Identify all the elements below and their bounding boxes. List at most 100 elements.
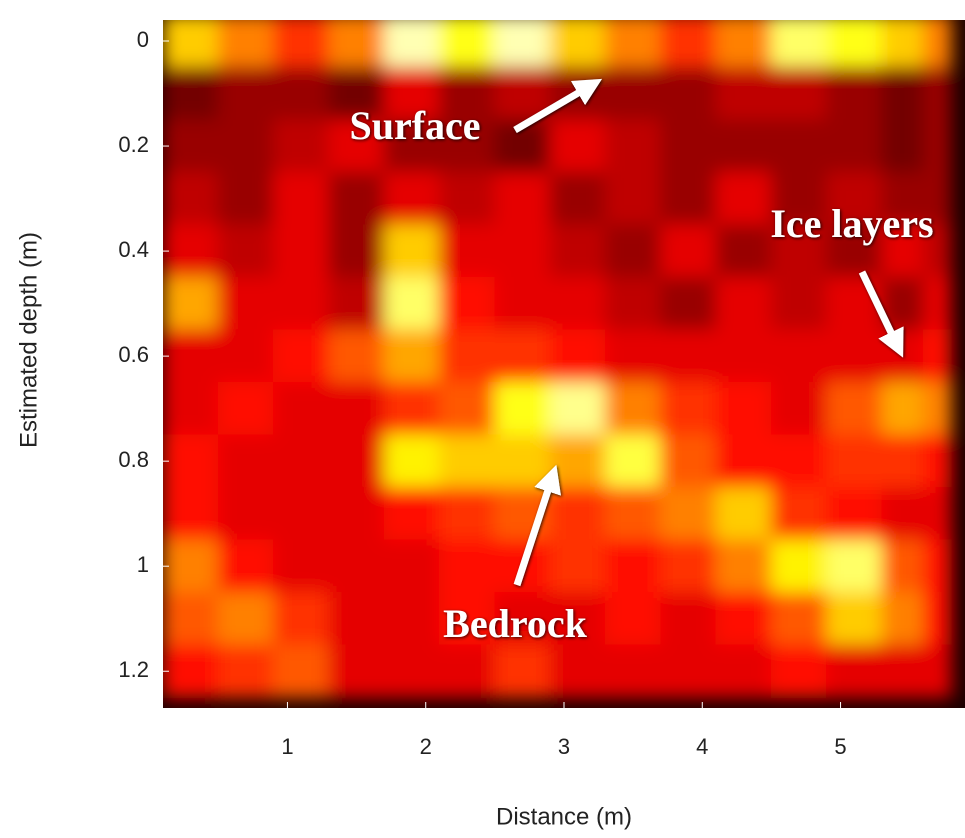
heatmap-cell: [383, 20, 441, 68]
heatmap-cell: [273, 539, 330, 593]
heatmap-cell: [770, 486, 828, 541]
heatmap-cell: [715, 381, 772, 436]
heatmap-cell: [273, 276, 330, 331]
heatmap-cell: [328, 224, 385, 278]
heatmap-cell: [494, 171, 551, 226]
heatmap-cell: [923, 644, 952, 698]
heatmap-cell: [273, 329, 330, 383]
heatmap-cell: [715, 486, 772, 541]
heatmap-cell: [715, 644, 772, 698]
heatmap-cell: [826, 20, 883, 68]
heatmap-cell: [660, 486, 717, 541]
x-axis-label: Distance (m): [496, 803, 632, 830]
heatmap-cell: [494, 276, 551, 331]
heatmap-cell: [273, 224, 330, 278]
heatmap-cell: [163, 486, 219, 541]
heatmap-cell: [770, 171, 828, 226]
heatmap-cell: [715, 591, 772, 646]
heatmap-cell: [217, 486, 275, 541]
heatmap-cell: [163, 224, 219, 278]
heatmap-cell: [494, 591, 551, 646]
heatmap-cell: [715, 119, 772, 173]
heatmap-cell: [439, 644, 496, 698]
heatmap-cell: [660, 539, 717, 593]
heatmap-cell: [494, 329, 551, 383]
heatmap-cell: [826, 119, 883, 173]
heatmap-cell: [163, 539, 219, 593]
heatmap-cell: [383, 66, 441, 121]
heatmap-cell: [770, 434, 828, 488]
heatmap-cell: [439, 276, 496, 331]
heatmap-cell: [383, 486, 441, 541]
y-tick-label: 1.2: [118, 657, 149, 682]
x-tick-label: 3: [558, 734, 570, 759]
heatmap-cell: [549, 539, 606, 593]
heatmap-cell: [660, 276, 717, 331]
heatmap-cell: [549, 644, 606, 698]
heatmap-cell: [881, 119, 925, 173]
heatmap-cell: [439, 486, 496, 541]
y-axis-label: Estimated depth (m): [15, 232, 42, 448]
heatmap-cell: [604, 434, 662, 488]
annotation: Ice layers: [770, 201, 933, 246]
heatmap-cell: [273, 66, 330, 121]
heatmap-cell: [826, 224, 883, 278]
heatmap-cell: [715, 539, 772, 593]
heatmap-cell: [383, 329, 441, 383]
x-tick-label: 4: [696, 734, 708, 759]
heatmap-cell: [660, 171, 717, 226]
heatmap-cell: [770, 644, 828, 698]
heatmap-cell: [715, 171, 772, 226]
heatmap-cell: [660, 224, 717, 278]
heatmap-cell: [273, 381, 330, 436]
heatmap-cell: [273, 591, 330, 646]
heatmap-cell: [494, 381, 551, 436]
heatmap-cell: [328, 276, 385, 331]
heatmap-cell: [715, 66, 772, 121]
heatmap-cell: [328, 20, 385, 68]
heatmap-cell: [881, 171, 925, 226]
heatmap: [163, 20, 952, 698]
heatmap-cell: [217, 66, 275, 121]
heatmap-cell: [328, 119, 385, 173]
heatmap-cell: [604, 119, 662, 173]
heatmap-cell: [604, 644, 662, 698]
x-tick-label: 1: [281, 734, 293, 759]
heatmap-cell: [273, 644, 330, 698]
heatmap-cell: [163, 591, 219, 646]
heatmap-cell: [923, 171, 952, 226]
heatmap-cell: [328, 486, 385, 541]
heatmap-cell: [217, 434, 275, 488]
heatmap-cell: [494, 644, 551, 698]
heatmap-cell: [273, 119, 330, 173]
heatmap-cell: [217, 20, 275, 68]
heatmap-cell: [660, 381, 717, 436]
y-tick-label: 1: [137, 552, 149, 577]
heatmap-cell: [328, 591, 385, 646]
heatmap-cell: [549, 171, 606, 226]
heatmap-cell: [826, 644, 883, 698]
heatmap-cell: [770, 539, 828, 593]
heatmap-cell: [549, 329, 606, 383]
heatmap-cell: [217, 381, 275, 436]
heatmap-cell: [923, 486, 952, 541]
heatmap-cell: [439, 591, 496, 646]
heatmap-cell: [383, 381, 441, 436]
heatmap-cell: [660, 644, 717, 698]
heatmap-cell: [604, 591, 662, 646]
heatmap-cell: [328, 66, 385, 121]
heatmap-cell: [328, 434, 385, 488]
heatmap-cell: [439, 224, 496, 278]
heatmap-cell: [217, 119, 275, 173]
heatmap-cell: [439, 171, 496, 226]
heatmap-cell: [273, 486, 330, 541]
heatmap-cell: [328, 539, 385, 593]
annotations: Surface Ice layers Bedrock: [349, 78, 934, 646]
heatmap-cell: [328, 381, 385, 436]
heatmap-cell: [881, 20, 925, 68]
y-tick-label: 0.8: [118, 447, 149, 472]
heatmap-cell: [604, 224, 662, 278]
heatmap-cell: [881, 381, 925, 436]
heatmap-cell: [494, 224, 551, 278]
heatmap-cell: [770, 329, 828, 383]
